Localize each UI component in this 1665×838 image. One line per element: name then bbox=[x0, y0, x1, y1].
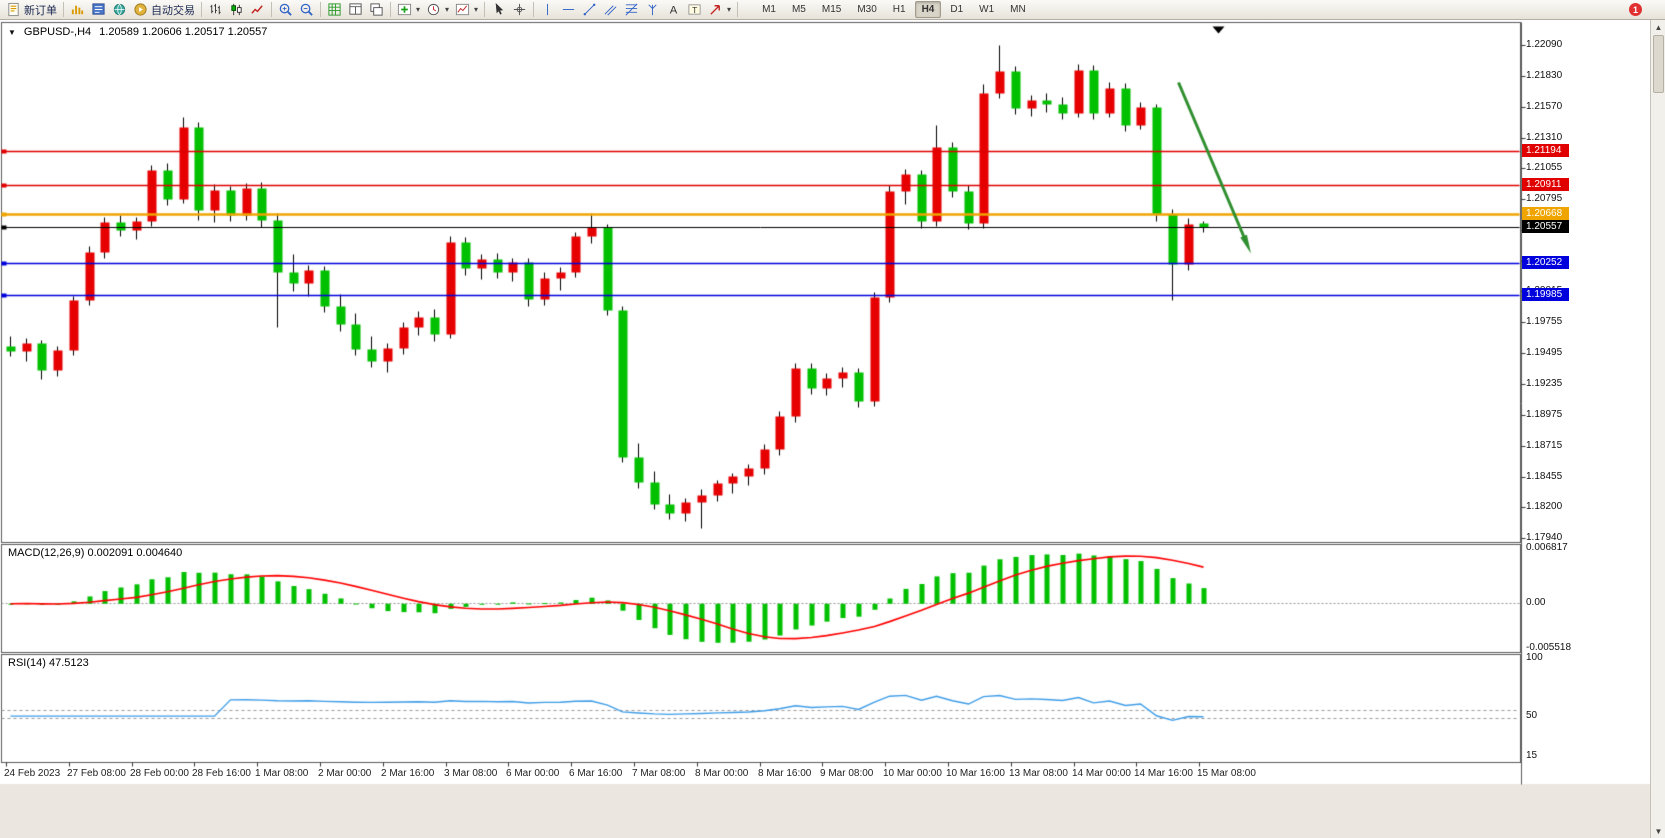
cascade-icon bbox=[370, 3, 383, 16]
timeframe-button-h1[interactable]: H1 bbox=[892, 4, 906, 15]
text-button[interactable]: A bbox=[663, 1, 684, 19]
trendline-icon bbox=[583, 3, 596, 16]
arrange-windows-button[interactable] bbox=[345, 1, 366, 19]
timeframe-button-d1[interactable]: D1 bbox=[950, 4, 964, 15]
fibonacci-button[interactable] bbox=[621, 1, 642, 19]
toolbar-separator bbox=[320, 2, 321, 17]
toolbar-separator bbox=[484, 2, 486, 17]
dropdown-arrow-icon: ▾ bbox=[727, 5, 732, 14]
andrews-pitchfork-button[interactable] bbox=[642, 1, 663, 19]
candlestick-icon bbox=[231, 3, 242, 16]
navigator-button[interactable] bbox=[109, 1, 130, 19]
globe-icon bbox=[113, 3, 126, 16]
timeframe-button-w1[interactable]: W1 bbox=[979, 4, 995, 15]
line-chart-icon bbox=[251, 5, 263, 14]
ohlc-bars-icon bbox=[210, 3, 221, 15]
auto-trading-button[interactable]: 自动交易 bbox=[130, 1, 198, 19]
text-label-button[interactable]: T bbox=[684, 1, 705, 19]
horizontal-line-button[interactable] bbox=[558, 1, 579, 19]
cursor-icon bbox=[495, 2, 504, 15]
market-watch-button[interactable] bbox=[88, 1, 109, 19]
toolbar-separator bbox=[737, 2, 739, 17]
clock-icon bbox=[427, 3, 440, 16]
bar-chart-button[interactable] bbox=[205, 1, 226, 19]
zoom-in-icon bbox=[279, 3, 292, 16]
add-indicator-icon bbox=[397, 3, 412, 16]
zoom-in-button[interactable] bbox=[275, 1, 296, 19]
timeframe-button-m5[interactable]: M5 bbox=[791, 4, 806, 15]
dropdown-arrow-icon: ▾ bbox=[445, 5, 450, 14]
dropdown-arrow-icon: ▾ bbox=[474, 5, 479, 14]
horizontal-line-icon bbox=[562, 9, 575, 10]
arrows-button[interactable]: ▾ bbox=[705, 1, 734, 19]
timeframe-button-h4[interactable]: H4 bbox=[914, 1, 942, 18]
scrollbar-thumb[interactable] bbox=[1653, 35, 1664, 93]
timeframe-toolbar: M1 M5 M15 M30 H1 H4 D1 W1 MN bbox=[755, 1, 1033, 18]
toolbar-separator bbox=[201, 2, 202, 17]
cascade-windows-button[interactable] bbox=[366, 1, 387, 19]
channel-button[interactable] bbox=[600, 1, 621, 19]
timeframe-button-m15[interactable]: M15 bbox=[821, 4, 842, 15]
channel-icon bbox=[604, 5, 617, 16]
tile-windows-button[interactable] bbox=[324, 1, 345, 19]
tile-horizontal-icon bbox=[349, 3, 362, 15]
cursor-button[interactable] bbox=[488, 1, 509, 19]
chart-workspace: ▼ GBPUSD-,H4 1.20589 1.20606 1.20517 1.2… bbox=[0, 20, 1665, 838]
toolbar: 新订单 自动交易 bbox=[0, 0, 1665, 20]
toolbar-separator bbox=[271, 2, 272, 17]
new-order-button[interactable]: 新订单 bbox=[3, 1, 60, 19]
vertical-line-button[interactable] bbox=[537, 1, 558, 19]
trendline-button[interactable] bbox=[579, 1, 600, 19]
text-icon: A bbox=[670, 4, 678, 16]
new-order-icon bbox=[8, 2, 19, 17]
svg-text:T: T bbox=[692, 5, 697, 15]
timeframe-button-m1[interactable]: M1 bbox=[762, 4, 776, 15]
crosshair-icon bbox=[513, 3, 526, 16]
vertical-scrollbar[interactable]: ▲ ▼ bbox=[1650, 20, 1665, 838]
arrow-tool-icon bbox=[710, 5, 720, 15]
notification-badge[interactable]: 1 bbox=[1629, 3, 1642, 16]
toolbar-separator bbox=[63, 2, 64, 17]
zoom-out-button[interactable] bbox=[296, 1, 317, 19]
pitchfork-icon bbox=[648, 4, 657, 16]
svg-text:A: A bbox=[670, 4, 678, 16]
market-watch-icon bbox=[92, 3, 105, 15]
timeframe-button-mn[interactable]: MN bbox=[1010, 4, 1026, 15]
toolbar-separator bbox=[533, 2, 535, 17]
fibonacci-icon bbox=[625, 3, 638, 16]
dropdown-arrow-icon: ▾ bbox=[416, 5, 421, 14]
vertical-line-icon bbox=[547, 3, 549, 16]
periods-button[interactable]: ▾ bbox=[423, 1, 452, 19]
scroll-down-icon[interactable]: ▼ bbox=[1654, 826, 1663, 836]
scroll-up-icon[interactable]: ▲ bbox=[1654, 22, 1663, 32]
gold-bars-icon bbox=[71, 5, 84, 15]
grid-icon bbox=[328, 3, 341, 16]
toolbar-separator bbox=[390, 2, 391, 17]
price-chart-canvas[interactable] bbox=[0, 20, 1665, 838]
crosshair-button[interactable] bbox=[509, 1, 530, 19]
auto-trading-icon bbox=[134, 3, 147, 16]
line-chart-button[interactable] bbox=[247, 1, 268, 19]
profit-chart-button[interactable] bbox=[67, 1, 88, 19]
template-chart-icon bbox=[455, 3, 470, 16]
new-order-label: 新订单 bbox=[24, 4, 57, 17]
timeframe-button-m30[interactable]: M30 bbox=[857, 4, 877, 15]
zoom-out-icon bbox=[300, 3, 313, 16]
auto-trading-label: 自动交易 bbox=[151, 4, 195, 17]
label-icon: T bbox=[688, 4, 701, 15]
indicators-button[interactable]: ▾ bbox=[394, 1, 423, 19]
candlestick-chart-button[interactable] bbox=[226, 1, 247, 19]
templates-button[interactable]: ▾ bbox=[452, 1, 481, 19]
